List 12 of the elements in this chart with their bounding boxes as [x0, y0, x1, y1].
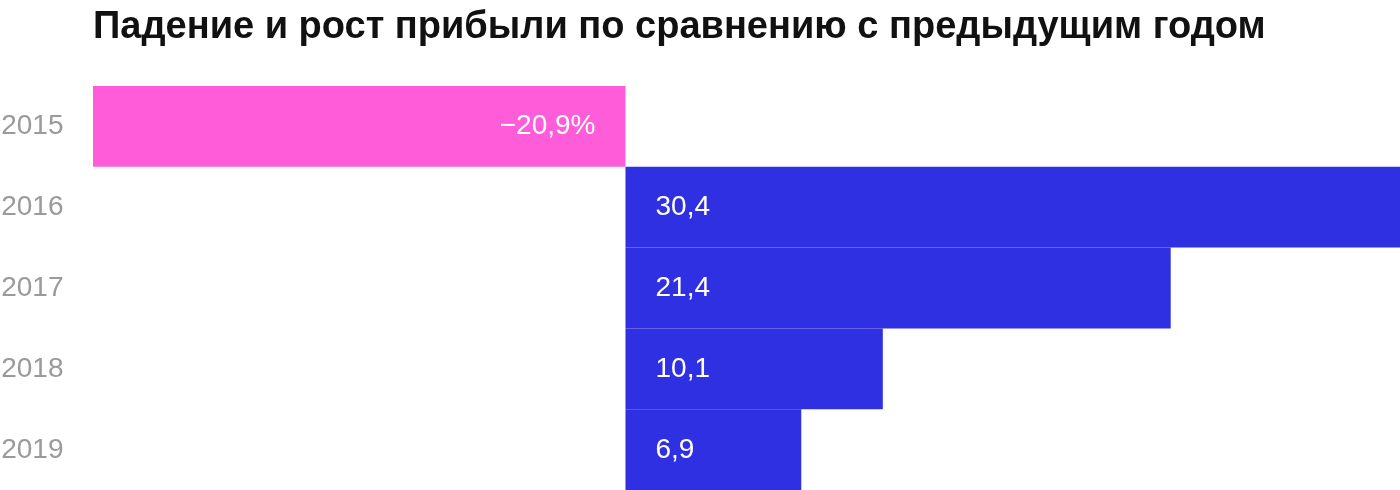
bar	[93, 86, 626, 167]
y-tick-label: 2019	[1, 432, 64, 464]
data-label: 6,9	[655, 432, 695, 464]
data-label: 10,1	[655, 351, 710, 383]
y-tick-label: 2016	[1, 190, 64, 222]
data-label: 21,4	[655, 271, 710, 302]
y-tick-label: 2015	[1, 109, 64, 141]
chart-title: Падение и рост прибыли по сравнению с предыдущим годом	[93, 4, 1266, 46]
data-label: −20,9%	[499, 109, 596, 141]
y-tick-label: 2017	[1, 271, 64, 302]
data-label: 30,4	[655, 190, 710, 222]
y-tick-label: 2018	[1, 351, 64, 383]
